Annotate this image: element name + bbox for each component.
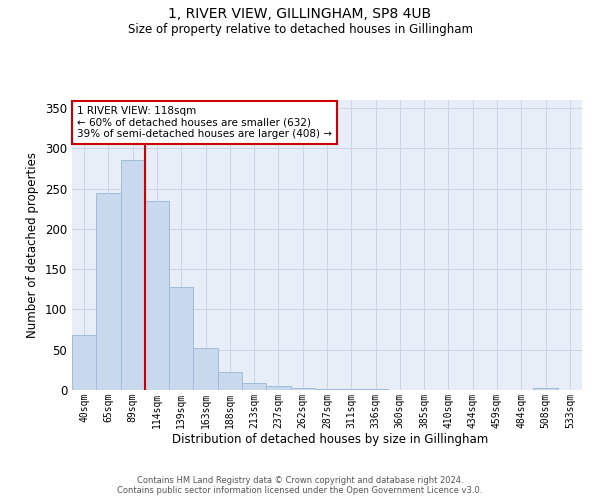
Bar [242,383,266,390]
Text: 1 RIVER VIEW: 118sqm
← 60% of detached houses are smaller (632)
39% of semi-deta: 1 RIVER VIEW: 118sqm ← 60% of detached h… [77,106,332,139]
Text: Contains HM Land Registry data © Crown copyright and database right 2024.
Contai: Contains HM Land Registry data © Crown c… [118,476,482,495]
Bar [169,287,193,390]
Bar [290,388,315,390]
Bar [266,386,290,390]
Bar [315,389,339,390]
Bar [364,389,388,390]
Bar [121,160,145,390]
Bar [96,192,121,390]
Text: Distribution of detached houses by size in Gillingham: Distribution of detached houses by size … [172,432,488,446]
Bar [193,348,218,390]
Text: Size of property relative to detached houses in Gillingham: Size of property relative to detached ho… [128,22,473,36]
Y-axis label: Number of detached properties: Number of detached properties [26,152,40,338]
Bar [339,389,364,390]
Bar [533,388,558,390]
Text: 1, RIVER VIEW, GILLINGHAM, SP8 4UB: 1, RIVER VIEW, GILLINGHAM, SP8 4UB [169,8,431,22]
Bar [218,372,242,390]
Bar [145,200,169,390]
Bar [72,335,96,390]
